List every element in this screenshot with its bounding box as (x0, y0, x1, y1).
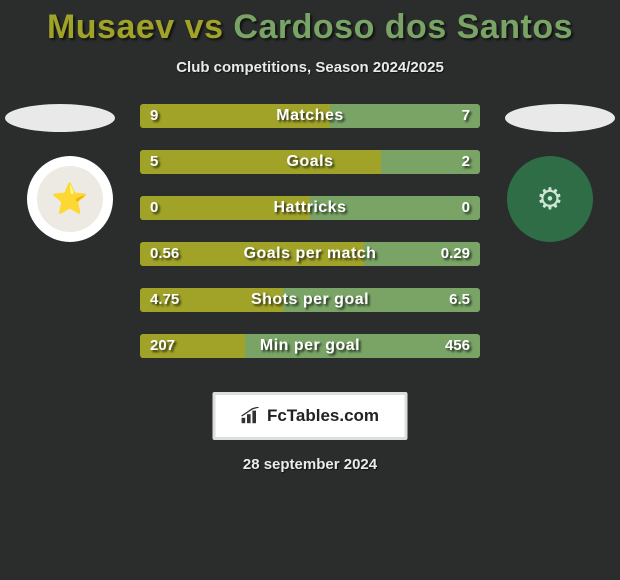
stat-row: Goals52 (140, 150, 480, 174)
brand-text: FcTables.com (267, 406, 379, 426)
stat-bar-left (140, 242, 364, 266)
stat-row: Matches97 (140, 104, 480, 128)
stat-bar-right (330, 104, 480, 128)
right-team-crest: ⚙ (507, 156, 593, 242)
subtitle: Club competitions, Season 2024/2025 (0, 59, 620, 76)
brand-box[interactable]: FcTables.com (213, 392, 408, 440)
stat-bar-left (140, 196, 310, 220)
stat-bar-right (283, 288, 480, 312)
badge-icon: ⚙ (537, 182, 564, 217)
stat-bar-right (381, 150, 480, 174)
stat-bar-left (140, 104, 330, 128)
stat-row: Goals per match0.560.29 (140, 242, 480, 266)
stat-bar-right (364, 242, 480, 266)
date-label: 28 september 2024 (0, 456, 620, 473)
title-right: Cardoso dos Santos (233, 8, 573, 46)
title-vs: vs (185, 8, 234, 46)
stat-bar-left (140, 150, 381, 174)
page-title: Musaev vs Cardoso dos Santos (0, 0, 620, 47)
right-player-ellipse (505, 104, 615, 132)
shield-icon: ⭐ (51, 182, 88, 217)
chart-icon (241, 407, 263, 425)
stat-bar-left (140, 334, 245, 358)
stat-bar-left (140, 288, 283, 312)
left-player-ellipse (5, 104, 115, 132)
stat-row: Min per goal207456 (140, 334, 480, 358)
stat-bar-right (310, 196, 480, 220)
right-team-crest-inner: ⚙ (517, 166, 583, 232)
stat-row: Hattricks00 (140, 196, 480, 220)
title-left: Musaev (47, 8, 175, 46)
left-team-crest: ⭐ (27, 156, 113, 242)
left-team-crest-inner: ⭐ (37, 166, 103, 232)
stat-row: Shots per goal4.756.5 (140, 288, 480, 312)
stat-bars: Matches97 Goals52 Hattricks00 Goals per mat… (140, 104, 480, 380)
stat-bar-right (245, 334, 480, 358)
